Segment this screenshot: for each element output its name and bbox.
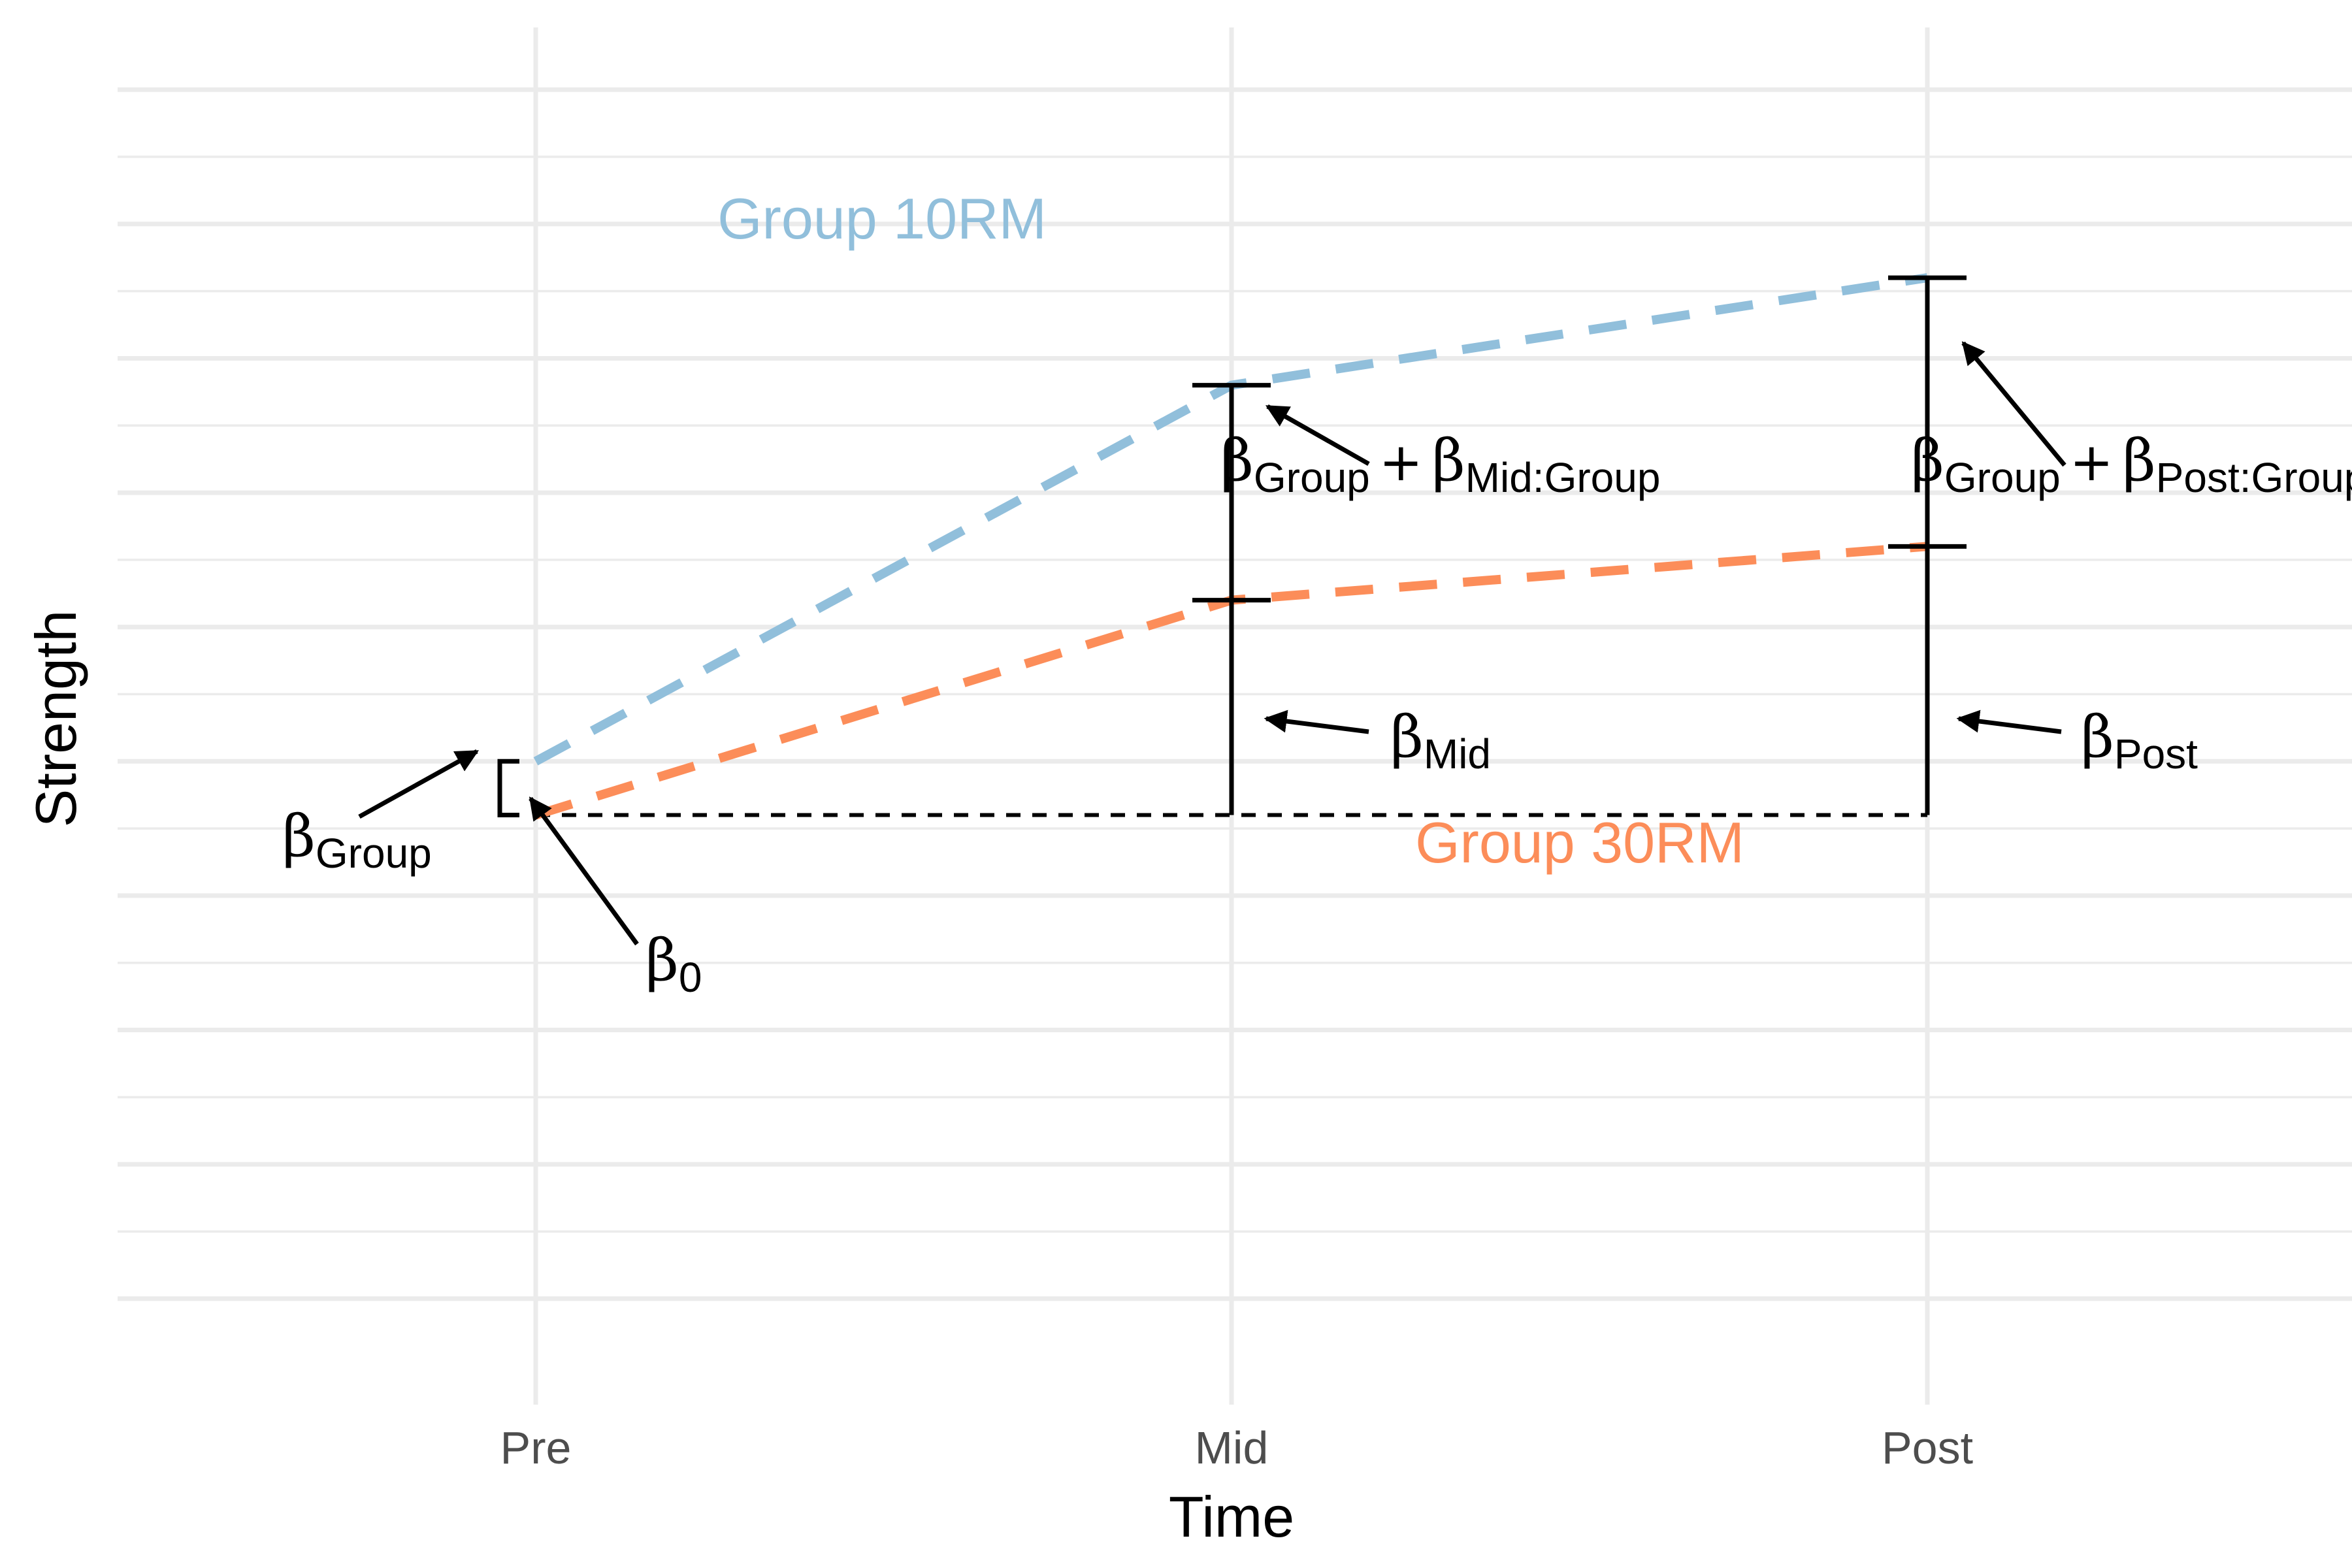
arrow-beta-group (358, 749, 480, 819)
arrow-beta-0 (529, 796, 639, 946)
grid (118, 27, 2352, 1405)
series-label-30rm: Group 30RM (1415, 810, 1744, 875)
x-tick-label-mid: Mid (1195, 1422, 1269, 1473)
annotation-beta-post: βPost (2081, 703, 2198, 777)
series-label-10rm: Group 10RM (717, 186, 1047, 251)
annotation-arrows (358, 341, 2066, 946)
arrow-beta-mid-group (1265, 404, 1370, 466)
annotation-beta-mid: βMid (1390, 703, 1491, 777)
arrow-beta-post (1956, 710, 2062, 734)
arrow-beta-mid (1264, 710, 1369, 734)
annotation-beta-group: βGroup (282, 802, 432, 877)
x-tick-label-pre: Pre (500, 1422, 572, 1473)
arrow-beta-post-group (1961, 341, 2066, 467)
x-axis-title: Time (1169, 1484, 1294, 1549)
annotation-beta-post-group: βGroup + βPost:Group (1911, 427, 2352, 501)
annotation-beta-mid-group: βGroup + βMid:Group (1220, 427, 1660, 501)
annotation-beta-0: β0 (645, 926, 702, 1001)
y-axis-title: Strength (24, 610, 88, 828)
effect-brackets (497, 275, 1967, 818)
group-bracket-pre (497, 759, 519, 818)
x-tick-label-post: Post (1882, 1422, 1973, 1473)
